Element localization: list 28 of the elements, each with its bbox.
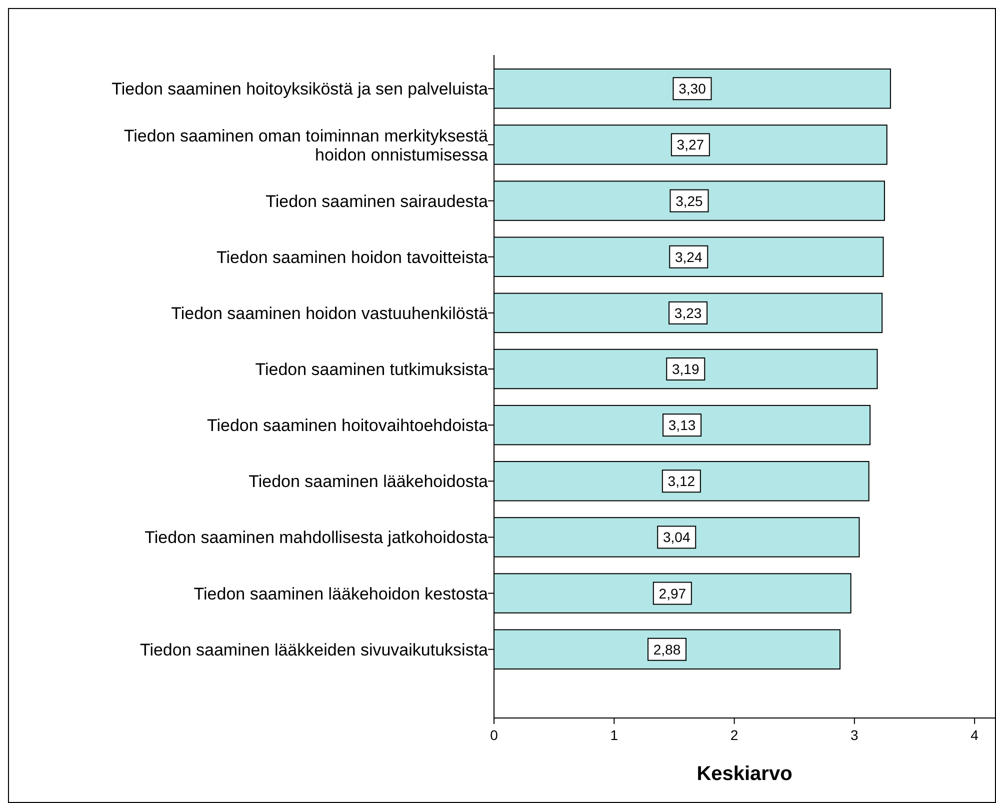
y-tick-label: Tiedon saaminen hoidon tavoitteista — [216, 248, 489, 267]
x-tick-label: 3 — [850, 727, 859, 743]
data-label: 3,13 — [668, 417, 696, 434]
data-label: 2,97 — [658, 585, 686, 602]
data-label: 3,12 — [668, 473, 696, 490]
data-label: 3,24 — [675, 248, 702, 265]
y-tick-label: Tiedon saaminen lääkehoidon kestosta — [194, 584, 489, 604]
data-label: 3,25 — [676, 192, 704, 209]
data-label: 3,27 — [676, 136, 704, 153]
y-tick-label: Tiedon saaminen lääkkeiden sivuvaikutuksista — [140, 640, 489, 660]
y-tick-label: Tiedon saaminen mahdollisesta jatkohoidosta — [144, 528, 489, 548]
y-tick-label: Tiedon saaminen hoidon vastuuhenkilöstä — [171, 304, 489, 323]
data-label: 2,88 — [653, 641, 681, 658]
y-tick-label: Tiedon saaminen tutkimuksista — [255, 360, 489, 379]
x-tick-label: 4 — [970, 727, 979, 743]
x-tick-label: 2 — [730, 727, 738, 743]
y-tick-label: Tiedon saaminen lääkehoidosta — [248, 472, 489, 492]
data-label: 3,23 — [674, 304, 702, 321]
y-tick-label: Tiedon saaminen oman toiminnan merkityksestä hoidon onnistumisessa — [124, 126, 489, 165]
data-label: 3,04 — [662, 529, 690, 546]
x-axis-title: Keskiarvo — [696, 763, 792, 785]
data-label: 3,19 — [672, 361, 700, 377]
y-tick-label: Tiedon saaminen sairaudesta — [266, 192, 489, 211]
y-tick-label: Tiedon saaminen hoitovaihtoehdoista — [206, 416, 489, 436]
x-tick-label: 1 — [610, 727, 618, 743]
x-tick-label: 0 — [490, 727, 498, 743]
data-label: 3,30 — [678, 80, 706, 97]
y-tick-label: Tiedon saaminen hoitoyksiköstä ja sen palveluista — [112, 80, 489, 99]
